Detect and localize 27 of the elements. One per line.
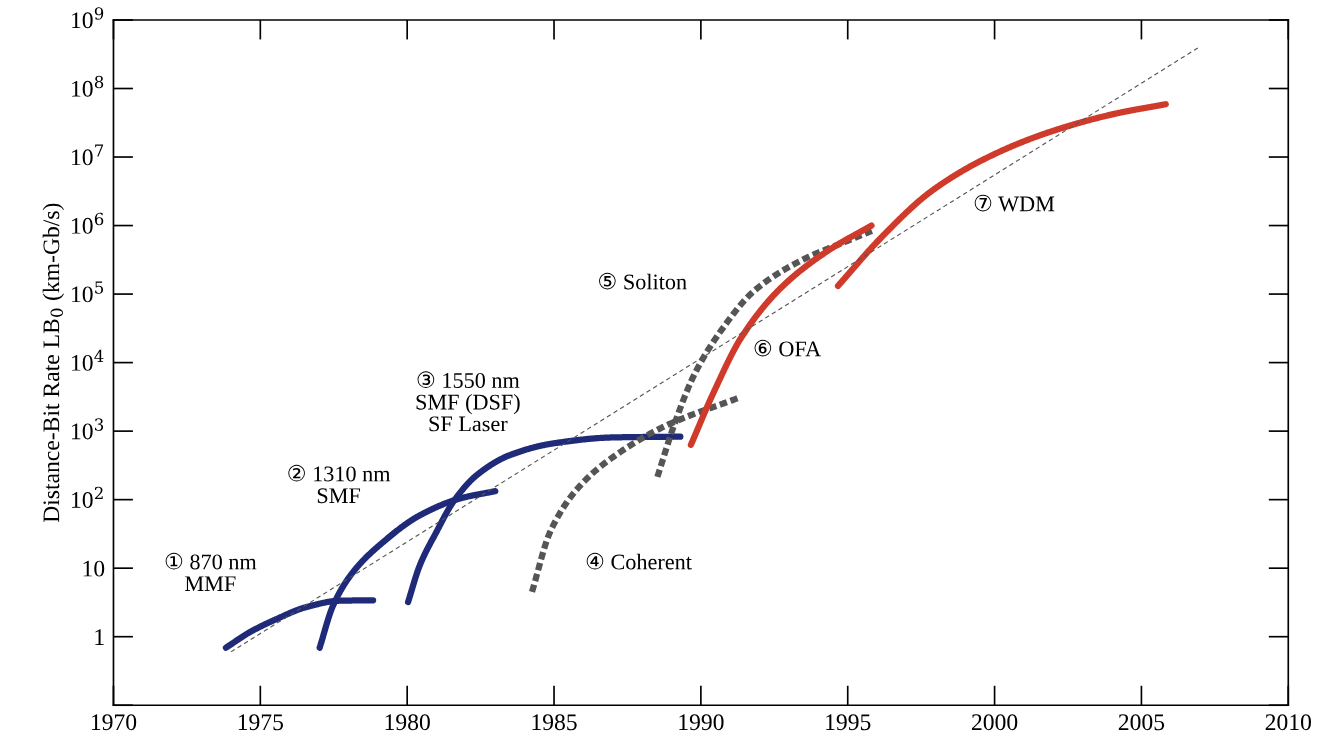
series-label: ② 1310 nm SMF [288,464,391,504]
y-tick-label: 1 [95,629,104,645]
x-tick-label: 1970 [91,714,137,731]
series-label: ③ 1550 nm SMF (DSF) SF Laser [416,371,520,432]
y-tick-label: 10$^{2}$ [72,486,103,508]
y-tick-label: 10$^{8}$ [72,75,104,97]
y-tick-label: 10$^{3}$ [72,418,104,440]
y-tick-label: 10$^{5}$ [72,281,104,303]
x-tick-label: 2005 [1118,714,1165,731]
x-tick-label: 2010 [1265,714,1311,731]
x-tick-label: 1985 [532,714,577,731]
y-tick-label: 10 [83,560,105,577]
series-label: ④ Coherent [586,552,692,570]
series-label: ⑥ OFA [754,339,822,357]
y-tick-label: 10$^{7}$ [72,144,104,166]
x-tick-label: 1980 [385,714,430,731]
y-tick-label: 10$^{9}$ [72,7,104,29]
y-tick-label: 10$^{6}$ [72,212,104,234]
x-tick-label: 1995 [826,714,871,731]
x-tick-label: 1975 [238,714,284,731]
y-axis-title: Distance-Bit Rate LB$_{0}$ (km-Gb/s) [42,203,65,523]
x-tick-label: 2000 [972,714,1018,731]
series-label: ① 870 nm MMF [165,552,257,591]
text: ⑤ Soliton [599,272,687,290]
series-label: ⑦ WDM [974,194,1055,212]
y-tick-label: 10$^{4}$ [72,349,104,371]
x-tick-label: 1990 [679,714,724,731]
